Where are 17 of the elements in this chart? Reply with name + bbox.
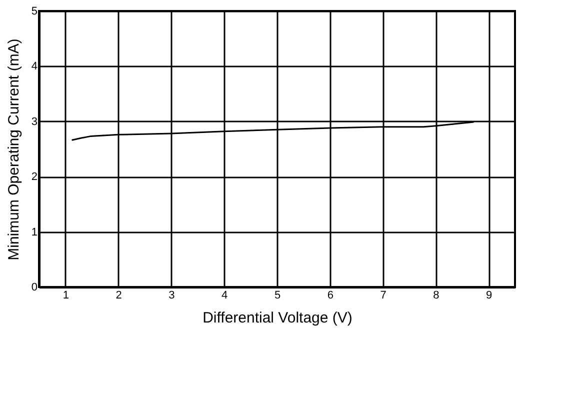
x-tick-label: 5 <box>274 290 281 302</box>
x-tick-label: 4 <box>222 290 228 302</box>
y-axis-title: Minimum Operating Current (mA) <box>5 38 22 260</box>
y-tick-label: 0 <box>31 282 38 294</box>
x-tick-label: 2 <box>116 290 122 302</box>
y-tick-label: 2 <box>31 171 38 184</box>
y-tick-label: 1 <box>31 226 38 238</box>
x-tick-label: 7 <box>380 290 386 302</box>
y-tick-label: 4 <box>31 60 38 73</box>
y-tick-label: 5 <box>31 6 38 18</box>
x-tick-label: 1 <box>62 290 70 302</box>
x-tick-label: 3 <box>168 290 175 302</box>
x-tick-label: 6 <box>327 290 334 302</box>
x-axis-title: Differential Voltage (V) <box>202 310 352 326</box>
y-tick-label: 3 <box>31 116 38 128</box>
x-tick-label: 8 <box>433 290 440 302</box>
x-tick-label: 9 <box>486 290 492 302</box>
